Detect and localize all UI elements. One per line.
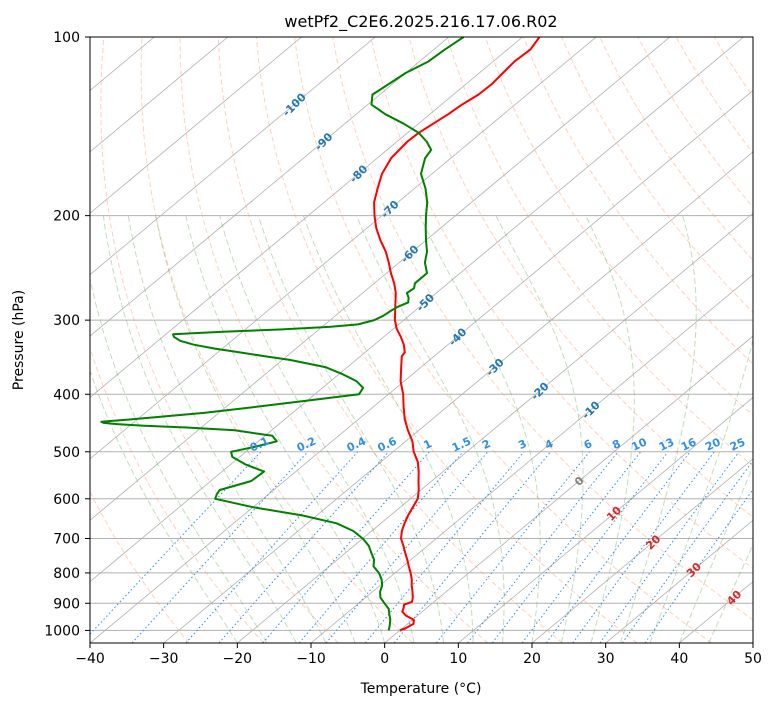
mixing-ratio-line [393, 451, 551, 643]
dry-adiabat [90, 346, 264, 643]
mixing-ratio-label: 16 [679, 435, 699, 453]
moist-adiabat [355, 215, 505, 643]
moist-adiabat [495, 215, 584, 643]
moist-adiabat [257, 215, 445, 643]
y-tick-label: 700 [53, 532, 80, 548]
x-tick-label: −10 [296, 651, 326, 667]
moist-adiabat [127, 215, 327, 643]
mixing-ratio-line [90, 451, 262, 635]
x-tick-label: −20 [223, 651, 253, 667]
moist-adiabat [678, 465, 753, 643]
isotherm-line [90, 37, 302, 214]
background-lines [90, 37, 753, 643]
mixing-ratio-label: 10 [630, 435, 650, 453]
moist-adiabat [708, 543, 753, 643]
dry-adiabat [446, 37, 753, 467]
x-tick-label: −40 [75, 651, 105, 667]
y-tick-label: 1000 [44, 623, 80, 639]
mixing-ratio-line [521, 451, 669, 643]
moist-adiabat [302, 215, 474, 643]
mixing-ratio-label: 20 [703, 435, 723, 453]
mixing-ratio-line [131, 451, 309, 643]
isotherm-line [90, 89, 753, 643]
dry-adiabat [217, 37, 563, 643]
moist-adiabat [585, 215, 635, 643]
mixing-ratio-line [545, 451, 691, 643]
mixing-ratio-line [644, 488, 753, 643]
isotherm-line [163, 151, 753, 643]
mixing-ratio-line [621, 459, 753, 643]
x-tick-label: 30 [597, 651, 615, 667]
y-tick-label: 800 [53, 566, 80, 582]
isotherm-line [458, 396, 753, 643]
moist-adiabat [102, 215, 297, 643]
moist-adiabat [619, 215, 697, 643]
mixing-ratio-label: 25 [728, 435, 747, 453]
x-tick-label: −30 [149, 651, 179, 667]
isotherm-line [90, 37, 523, 398]
y-tick-label: 400 [53, 387, 80, 403]
dry-adiabat [332, 37, 753, 621]
chart-title: wetPf2_C2E6.2025.216.17.06.R02 [284, 12, 557, 32]
y-tick-label: 600 [53, 492, 80, 508]
isotherm-line [310, 274, 753, 643]
moist-adiabat [90, 276, 268, 643]
isotherm-line [237, 212, 753, 643]
x-axis-ticks: −40 −30 −20 −10 0 10 20 30 40 50 [75, 643, 762, 667]
dry-adiabat [179, 37, 488, 643]
moist-adiabat [90, 368, 238, 643]
isotherm-line [605, 519, 753, 643]
mixing-ratio-line [572, 451, 715, 643]
y-axis-ticks: 100 200 300 400 500 600 700 800 900 1000 [44, 30, 90, 639]
isotherm-line [90, 37, 671, 521]
dry-adiabat [523, 37, 753, 365]
moist-adiabat [419, 215, 541, 643]
mixing-ratio-line [325, 451, 489, 643]
mixing-ratio-line [436, 451, 590, 643]
y-tick-label: 100 [53, 30, 80, 46]
plot-frame [89, 36, 754, 644]
isotherm-line [90, 37, 744, 583]
isotherm-line [90, 37, 376, 276]
x-tick-label: 20 [523, 651, 541, 667]
isotherm-line [384, 335, 753, 643]
dewpoint-profile [100, 37, 465, 631]
pressure-gridlines [90, 37, 753, 631]
isotherm-line [90, 37, 450, 337]
moist-adiabat [155, 215, 356, 643]
x-tick-label: 40 [670, 651, 688, 667]
temperature-profile [373, 37, 541, 632]
x-tick-label: 10 [449, 651, 467, 667]
sounding-series [100, 37, 541, 632]
y-axis-label: Pressure (hPa) [11, 290, 27, 390]
mixing-ratio-line [599, 451, 740, 643]
y-tick-label: 500 [53, 445, 80, 461]
dry-adiabat [140, 37, 414, 643]
dry-adiabat [294, 37, 712, 643]
y-tick-label: 300 [53, 313, 80, 329]
y-tick-label: 200 [53, 209, 80, 225]
isotherm-line [531, 458, 753, 643]
y-tick-label: 900 [53, 596, 80, 612]
mixing-ratio-line [218, 451, 390, 643]
dry-adiabat [370, 37, 753, 569]
mixing-ratio-line [185, 451, 359, 643]
x-tick-label: 0 [380, 651, 389, 667]
dry-adiabat [100, 37, 339, 643]
x-axis-label: Temperature (°C) [360, 681, 482, 697]
isotherm-line [90, 37, 597, 460]
mixing-ratio-label: 13 [657, 435, 676, 453]
moist-adiabat [185, 215, 386, 643]
moist-adiabat [649, 337, 753, 643]
x-tick-label: 50 [744, 651, 762, 667]
isotherm-line [90, 37, 229, 153]
mixing-ratio-line [364, 451, 525, 643]
dry-adiabat [408, 37, 753, 518]
dry-adiabat [255, 37, 638, 643]
